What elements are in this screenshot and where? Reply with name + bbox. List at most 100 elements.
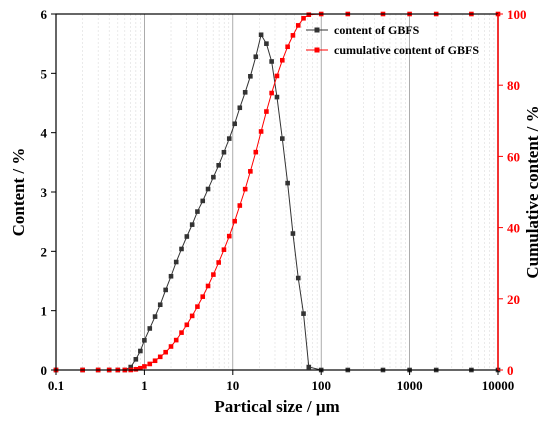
data-point	[211, 174, 216, 180]
data-point	[142, 338, 147, 343]
data-point	[269, 59, 274, 64]
data-point	[173, 337, 179, 343]
data-point	[168, 273, 174, 279]
data-point	[221, 149, 227, 155]
data-point	[205, 186, 211, 192]
data-point	[248, 74, 253, 79]
data-point	[295, 275, 301, 281]
legend: content of GBFS cumulative content of GB…	[306, 23, 479, 57]
data-point	[280, 136, 285, 141]
data-point	[216, 260, 221, 265]
y-left-tick-label: 1	[41, 304, 48, 319]
grid-lines	[82, 14, 495, 370]
x-tick-label: 10000	[482, 378, 515, 393]
data-point	[253, 54, 259, 60]
data-point	[142, 364, 147, 369]
x-tick-label: 0.1	[48, 378, 64, 393]
data-point	[248, 169, 253, 174]
data-point	[301, 15, 306, 21]
x-tick-label: 1	[141, 378, 148, 393]
y-right-tick-label: 80	[507, 78, 520, 93]
y-left-axis-title: Content / %	[9, 148, 28, 237]
data-point	[264, 41, 269, 46]
data-point	[285, 44, 290, 50]
data-point	[147, 361, 153, 367]
data-point	[232, 121, 237, 127]
y-left-tick-label: 5	[41, 66, 48, 81]
x-axis-title: Partical size / μm	[214, 397, 339, 416]
data-point	[295, 23, 301, 28]
data-point	[205, 283, 211, 289]
data-point	[221, 247, 227, 252]
data-point	[253, 149, 259, 155]
x-tick-label: 1000	[397, 378, 423, 393]
data-point	[242, 186, 248, 192]
data-point	[128, 364, 134, 370]
data-point	[173, 259, 179, 265]
legend-marker-content	[314, 27, 320, 33]
data-point	[290, 231, 296, 236]
data-point	[168, 344, 174, 349]
data-point	[211, 272, 216, 277]
data-point	[232, 218, 237, 224]
plot-background	[56, 14, 498, 370]
legend-label-content: content of GBFS	[334, 23, 420, 37]
data-point	[138, 348, 143, 354]
y-left-tick-label: 2	[41, 244, 48, 259]
data-point	[147, 326, 153, 331]
data-point	[163, 287, 168, 293]
data-point	[157, 354, 163, 360]
data-point	[163, 349, 168, 355]
data-point	[285, 180, 290, 186]
data-point	[226, 233, 232, 239]
y-right-tick-label: 20	[507, 292, 520, 307]
data-point	[133, 366, 139, 372]
data-point	[152, 358, 158, 364]
data-point	[237, 105, 243, 111]
data-point	[138, 365, 143, 371]
data-point	[274, 73, 280, 79]
data-point	[242, 90, 248, 95]
data-point	[264, 109, 269, 114]
data-point	[258, 32, 264, 38]
data-point	[216, 163, 221, 168]
data-point	[184, 234, 190, 239]
y-right-tick-label: 0	[507, 363, 514, 378]
data-point	[200, 198, 206, 204]
data-point	[157, 302, 163, 308]
data-point	[152, 314, 158, 319]
data-point	[133, 357, 139, 362]
data-point	[237, 203, 243, 208]
legend-marker-cumulative	[314, 47, 320, 53]
data-point	[189, 313, 195, 319]
data-point	[179, 330, 184, 335]
data-point	[290, 33, 296, 38]
data-point	[306, 364, 312, 370]
data-point	[179, 246, 184, 252]
y-right-tick-label: 40	[507, 221, 520, 236]
data-point	[306, 12, 312, 18]
data-point	[195, 304, 200, 309]
data-point	[274, 94, 280, 100]
data-point	[226, 136, 232, 141]
y-left-tick-label: 0	[41, 363, 48, 378]
y-left-tick-label: 4	[41, 126, 48, 141]
data-point	[184, 322, 190, 328]
data-point	[258, 129, 264, 134]
x-tick-label: 10	[226, 378, 239, 393]
data-point	[195, 209, 200, 214]
y-right-tick-label: 100	[507, 7, 527, 22]
y-left-tick-label: 6	[41, 7, 48, 22]
data-point	[301, 311, 306, 316]
data-point	[280, 57, 285, 63]
y-right-tick-label: 60	[507, 149, 520, 164]
data-point	[189, 222, 195, 227]
y-right-axis-title: Cumulative content / %	[523, 105, 542, 278]
y-left-tick-label: 3	[41, 185, 48, 200]
data-point	[269, 90, 274, 96]
data-point	[200, 294, 206, 299]
x-tick-label: 100	[311, 378, 331, 393]
legend-label-cumulative: cumulative content of GBFS	[334, 43, 479, 57]
